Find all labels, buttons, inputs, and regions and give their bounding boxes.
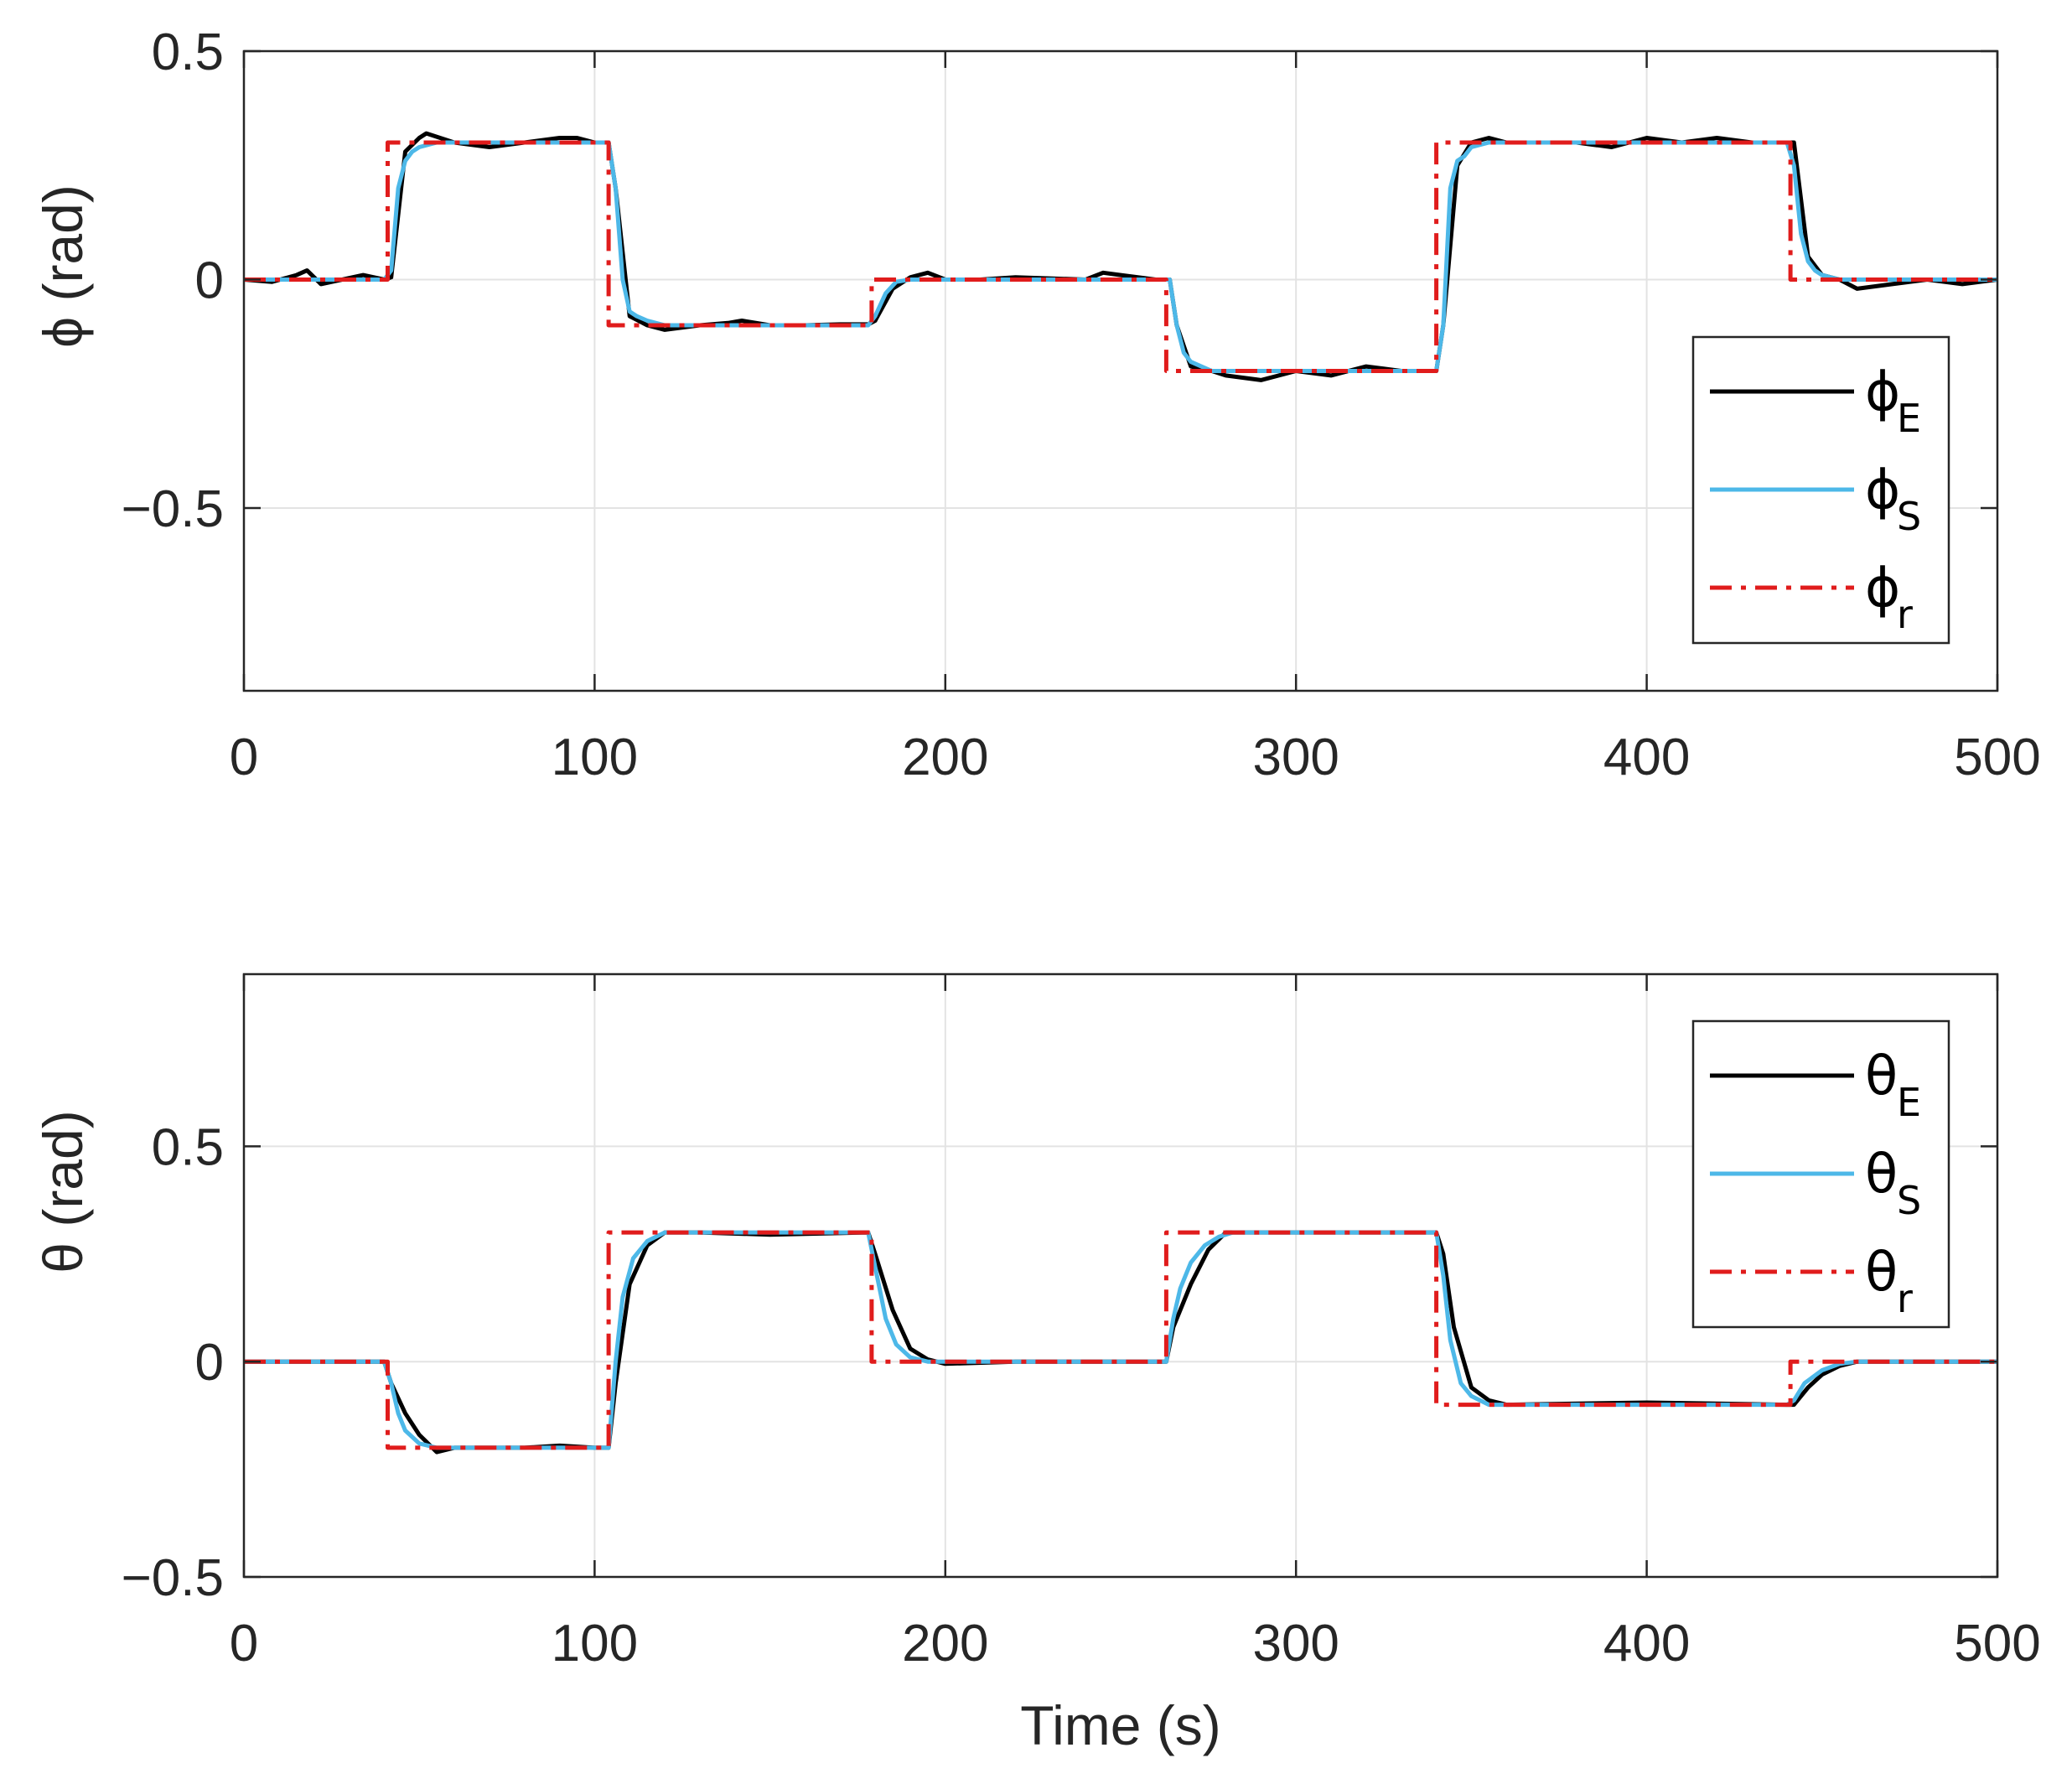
- x-tick-label: 0: [230, 729, 258, 786]
- x-tick-label: 100: [552, 1615, 638, 1672]
- y-tick-label: −0.5: [122, 480, 224, 538]
- x-tick-label: 0: [230, 1615, 258, 1672]
- y-tick-label: 0: [195, 1334, 224, 1392]
- legend-label-1: ϕ: [1865, 459, 1900, 521]
- series-group: [244, 131, 1997, 382]
- x-tick-label: 500: [1954, 729, 2040, 786]
- x-axis-title: Time (s): [1020, 1694, 1221, 1756]
- x-tick-label: 400: [1603, 1615, 1690, 1672]
- legend-label-1: θ: [1865, 1144, 1898, 1206]
- legend-subscript-1: S: [1897, 1178, 1921, 1223]
- x-tick-label: 200: [902, 1615, 988, 1672]
- y-axis-title: ϕ (rad): [32, 184, 94, 348]
- y-tick-label: 0.5: [152, 1118, 224, 1176]
- legend-subscript-0: E: [1897, 1080, 1921, 1125]
- legend-label-0: ϕ: [1865, 361, 1900, 423]
- y-tick-label: 0.5: [152, 23, 224, 81]
- series-line-2: [244, 140, 1997, 373]
- y-tick-label: −0.5: [122, 1549, 224, 1607]
- axes-frame: [242, 49, 1999, 692]
- x-tick-label: 300: [1252, 729, 1339, 786]
- series-group: [244, 1230, 1997, 1455]
- x-tick-label: 200: [902, 729, 988, 786]
- legend-subscript-0: E: [1897, 396, 1921, 441]
- x-tick-label: 100: [552, 729, 638, 786]
- x-tick-label: 400: [1603, 729, 1690, 786]
- legend-label-2: θ: [1865, 1242, 1898, 1304]
- legend-subscript-2: r: [1897, 592, 1913, 637]
- series-line-2: [244, 1230, 1997, 1450]
- x-tick-label: 300: [1252, 1615, 1339, 1672]
- legend-label-2: ϕ: [1865, 558, 1900, 620]
- y-axis-title: θ (rad): [32, 1110, 94, 1273]
- legend-subscript-1: S: [1897, 494, 1921, 539]
- y-tick-label: 0: [195, 252, 224, 310]
- x-tick-label: 500: [1954, 1615, 2040, 1672]
- legend-label-0: θ: [1865, 1045, 1898, 1107]
- legend-subscript-2: r: [1897, 1276, 1913, 1321]
- axes-frame: [242, 972, 1999, 1579]
